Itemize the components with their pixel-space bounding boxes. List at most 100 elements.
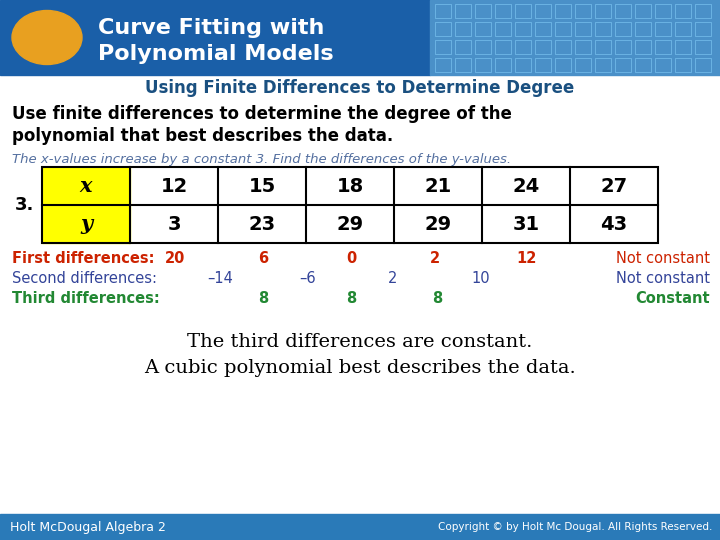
Bar (635, 22, 651, 36)
Ellipse shape (12, 10, 82, 64)
Text: y: y (80, 214, 92, 234)
Bar (655, 22, 671, 36)
Bar (695, 4, 711, 18)
Bar (635, 4, 651, 18)
Text: 18: 18 (336, 177, 364, 195)
Bar (575, 4, 591, 18)
Text: Copyright © by Holt Mc Dougal. All Rights Reserved.: Copyright © by Holt Mc Dougal. All Right… (438, 522, 712, 532)
Bar (0, 514, 720, 540)
Bar (535, 40, 551, 54)
Bar (42, 205, 130, 243)
Bar (475, 22, 491, 36)
Text: Holt McDougal Algebra 2: Holt McDougal Algebra 2 (10, 521, 166, 534)
Bar (555, 58, 571, 72)
Bar (595, 22, 611, 36)
Bar (655, 58, 671, 72)
Bar (515, 58, 531, 72)
Bar (575, 22, 591, 36)
Bar (695, 58, 711, 72)
Bar (555, 40, 571, 54)
Bar (595, 58, 611, 72)
Text: 8: 8 (258, 291, 268, 306)
Text: Third differences:: Third differences: (12, 291, 160, 306)
Text: polynomial that best describes the data.: polynomial that best describes the data. (12, 127, 393, 145)
Bar (495, 22, 511, 36)
Bar (42, 167, 658, 243)
Bar (455, 22, 471, 36)
Bar (495, 4, 511, 18)
Bar (455, 40, 471, 54)
Text: 20: 20 (165, 251, 185, 266)
Bar (655, 40, 671, 54)
Text: 6: 6 (258, 251, 268, 266)
Bar (675, 22, 691, 36)
Bar (675, 58, 691, 72)
Bar (635, 58, 651, 72)
Bar (595, 40, 611, 54)
Text: Not constant: Not constant (616, 251, 710, 266)
Bar (475, 4, 491, 18)
Bar (455, 58, 471, 72)
Text: Second differences:: Second differences: (12, 271, 157, 286)
Bar (435, 58, 451, 72)
Text: 8: 8 (346, 291, 356, 306)
Text: 23: 23 (248, 214, 276, 233)
Bar (535, 58, 551, 72)
Bar (635, 40, 651, 54)
Text: A cubic polynomial best describes the data.: A cubic polynomial best describes the da… (144, 359, 576, 377)
Text: 0: 0 (346, 251, 356, 266)
Text: 2: 2 (430, 251, 440, 266)
Bar (0, 0, 430, 75)
Text: Polynomial Models: Polynomial Models (98, 44, 333, 64)
Bar (435, 40, 451, 54)
Bar (515, 4, 531, 18)
Bar (515, 22, 531, 36)
Text: The third differences are constant.: The third differences are constant. (187, 333, 533, 351)
Bar (495, 40, 511, 54)
Bar (575, 58, 591, 72)
Text: Curve Fitting with: Curve Fitting with (98, 18, 325, 38)
Text: 43: 43 (600, 214, 628, 233)
Text: Constant: Constant (635, 291, 710, 306)
Bar (615, 22, 631, 36)
Text: The x-values increase by a constant 3. Find the differences of the y-values.: The x-values increase by a constant 3. F… (12, 153, 511, 166)
Bar (555, 4, 571, 18)
Text: 27: 27 (600, 177, 628, 195)
Text: 21: 21 (424, 177, 451, 195)
Bar (42, 167, 130, 205)
Text: 24: 24 (513, 177, 539, 195)
Text: 31: 31 (513, 214, 539, 233)
Bar (615, 58, 631, 72)
Bar (430, 0, 720, 75)
Text: 3.: 3. (14, 196, 34, 214)
Bar (435, 4, 451, 18)
Text: First differences:: First differences: (12, 251, 155, 266)
Text: –6: –6 (300, 271, 316, 286)
Text: 12: 12 (517, 251, 537, 266)
Text: 29: 29 (424, 214, 451, 233)
Bar (495, 58, 511, 72)
Text: Not constant: Not constant (616, 271, 710, 286)
Text: 12: 12 (161, 177, 188, 195)
Bar (655, 4, 671, 18)
Text: 29: 29 (336, 214, 364, 233)
Bar (615, 4, 631, 18)
Bar (695, 40, 711, 54)
Bar (535, 22, 551, 36)
Bar (675, 40, 691, 54)
Bar (0, 75, 720, 540)
Text: 8: 8 (432, 291, 442, 306)
Text: x: x (80, 176, 92, 196)
Bar (595, 4, 611, 18)
Text: Use finite differences to determine the degree of the: Use finite differences to determine the … (12, 105, 512, 123)
Bar (675, 4, 691, 18)
Bar (535, 4, 551, 18)
Bar (435, 22, 451, 36)
Bar (695, 22, 711, 36)
Text: 10: 10 (472, 271, 490, 286)
Text: –14: –14 (207, 271, 233, 286)
Bar (475, 40, 491, 54)
Bar (555, 22, 571, 36)
Bar (515, 40, 531, 54)
Text: Using Finite Differences to Determine Degree: Using Finite Differences to Determine De… (145, 79, 575, 97)
